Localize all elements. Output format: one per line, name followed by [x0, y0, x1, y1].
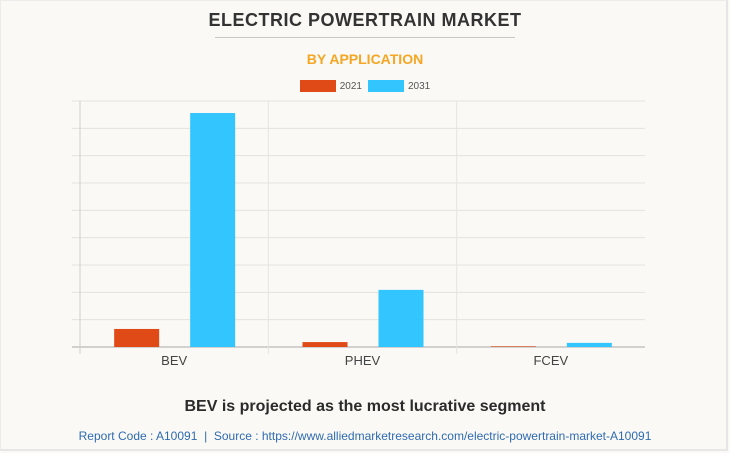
x-tick-label-fcev: FCEV	[533, 353, 568, 368]
title-divider	[215, 37, 515, 38]
report-code: Report Code : A10091	[78, 429, 198, 443]
bars	[114, 113, 612, 347]
legend-item-2021[interactable]: 2021	[299, 80, 362, 92]
legend-swatch-2021	[299, 80, 336, 92]
bar-fcev-2021[interactable]	[490, 346, 536, 347]
legend-item-2031[interactable]: 2031	[368, 80, 430, 92]
axes	[79, 101, 458, 354]
bar-fcev-2031[interactable]	[566, 342, 612, 347]
x-tick-label-phev: PHEV	[345, 353, 381, 368]
chart-title: ELECTRIC POWERTRAIN MARKET	[208, 10, 522, 30]
footer-source-line: Report Code : A10091 | Source : https://…	[0, 429, 730, 443]
legend-label-2021: 2021	[339, 80, 362, 92]
x-axis-labels: BEV PHEV FCEV	[161, 353, 568, 368]
bar-phev-2031[interactable]	[378, 289, 424, 347]
footer-headline: BEV is projected as the most lucrative s…	[184, 398, 546, 415]
source-link[interactable]: Source : https://www.alliedmarketresearc…	[213, 429, 652, 443]
legend-label-2031: 2031	[408, 80, 431, 92]
bar-chart: BEV PHEV FCEV	[72, 100, 645, 368]
chart-subtitle: BY APPLICATION	[306, 51, 424, 67]
gridlines	[72, 100, 645, 348]
legend-swatch-2031	[368, 80, 404, 92]
bar-bev-2031[interactable]	[190, 113, 236, 347]
footer-separator: |	[204, 429, 208, 443]
bar-bev-2021[interactable]	[114, 328, 160, 347]
legend: 2021 2031	[0, 80, 730, 92]
bar-phev-2021[interactable]	[302, 342, 348, 347]
x-tick-label-bev: BEV	[161, 353, 187, 368]
